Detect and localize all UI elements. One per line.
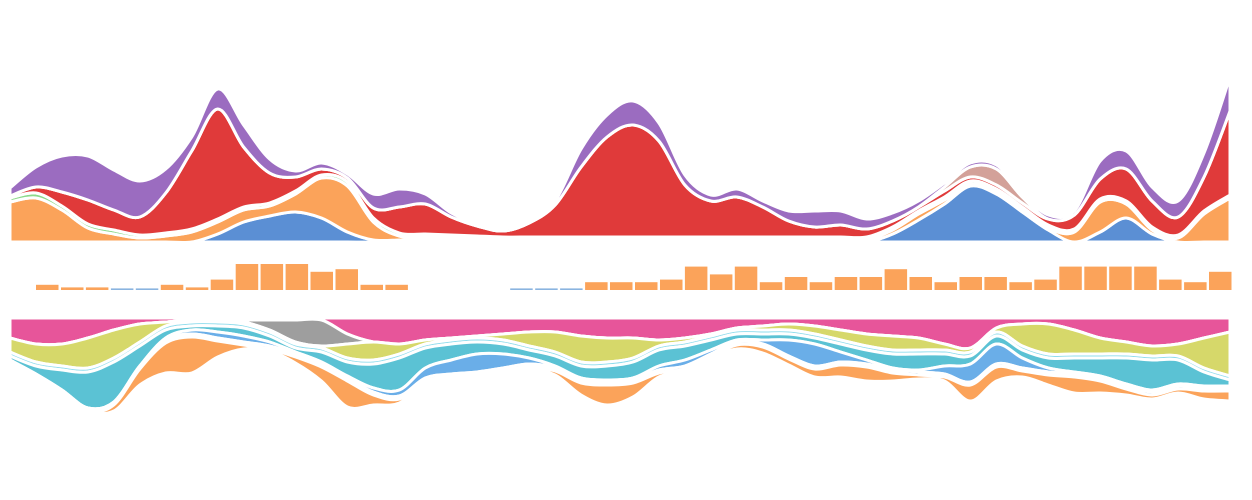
bar bbox=[1109, 266, 1132, 290]
bar bbox=[61, 287, 84, 290]
bar bbox=[809, 282, 833, 290]
bar bbox=[510, 288, 533, 290]
bar bbox=[210, 279, 234, 290]
bar bbox=[335, 269, 358, 290]
bar bbox=[784, 277, 808, 290]
top-streamgraph bbox=[8, 75, 1232, 245]
bar bbox=[984, 277, 1007, 290]
top-stream-layer-6 bbox=[8, 75, 1232, 233]
bar bbox=[260, 264, 284, 290]
bar bbox=[385, 284, 408, 290]
bar bbox=[909, 277, 932, 290]
bar bbox=[684, 266, 708, 290]
middle-bar-strip bbox=[36, 264, 1232, 290]
bottom-stream-layer-7 bbox=[8, 335, 1232, 416]
bar bbox=[360, 284, 383, 290]
bar bbox=[1184, 282, 1207, 290]
bar bbox=[585, 282, 608, 290]
bar bbox=[1034, 279, 1057, 290]
bar bbox=[310, 271, 333, 290]
bottom-streamgraph bbox=[8, 316, 1232, 416]
bar bbox=[709, 274, 733, 290]
bar bbox=[36, 284, 59, 290]
bar bbox=[1159, 279, 1182, 290]
bar bbox=[959, 277, 982, 290]
bar bbox=[235, 264, 259, 290]
bar bbox=[1134, 266, 1157, 290]
bar bbox=[135, 288, 159, 290]
bar bbox=[110, 288, 134, 290]
bar bbox=[934, 282, 957, 290]
bar bbox=[610, 282, 633, 290]
bar bbox=[1059, 266, 1082, 290]
bar bbox=[884, 269, 908, 290]
bar bbox=[85, 287, 109, 290]
bar bbox=[1209, 271, 1232, 290]
bar bbox=[759, 282, 783, 290]
bar bbox=[160, 284, 184, 290]
bar bbox=[660, 279, 683, 290]
bar bbox=[834, 277, 858, 290]
bar bbox=[859, 277, 883, 290]
bar bbox=[560, 288, 583, 290]
bar bbox=[1084, 266, 1107, 290]
bar bbox=[734, 266, 758, 290]
bar bbox=[185, 287, 209, 290]
bar bbox=[535, 288, 558, 290]
bar bbox=[285, 264, 309, 290]
bar bbox=[1009, 282, 1032, 290]
bar bbox=[635, 282, 658, 290]
